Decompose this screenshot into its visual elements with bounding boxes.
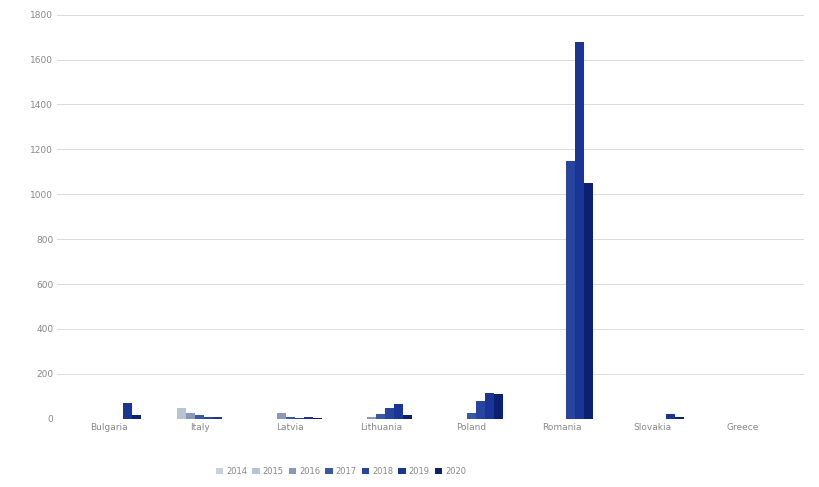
- Bar: [493, 394, 502, 419]
- Bar: [204, 416, 213, 419]
- Bar: [367, 416, 376, 419]
- Bar: [475, 401, 484, 419]
- Bar: [294, 418, 303, 419]
- Bar: [484, 393, 493, 419]
- Bar: [285, 417, 294, 419]
- Bar: [213, 417, 222, 419]
- Bar: [674, 416, 683, 419]
- Bar: [376, 414, 385, 419]
- Bar: [566, 161, 575, 419]
- Bar: [195, 415, 204, 419]
- Bar: [303, 417, 313, 419]
- Bar: [394, 404, 403, 419]
- Bar: [177, 408, 186, 419]
- Bar: [385, 408, 394, 419]
- Bar: [313, 418, 322, 419]
- Bar: [276, 412, 285, 419]
- Bar: [466, 412, 475, 419]
- Bar: [132, 415, 141, 419]
- Legend: 2014, 2015, 2016, 2017, 2018, 2019, 2020: 2014, 2015, 2016, 2017, 2018, 2019, 2020: [212, 464, 468, 479]
- Bar: [123, 403, 132, 419]
- Bar: [186, 412, 195, 419]
- Bar: [584, 183, 593, 419]
- Bar: [665, 414, 674, 419]
- Bar: [575, 41, 584, 419]
- Bar: [403, 415, 412, 419]
